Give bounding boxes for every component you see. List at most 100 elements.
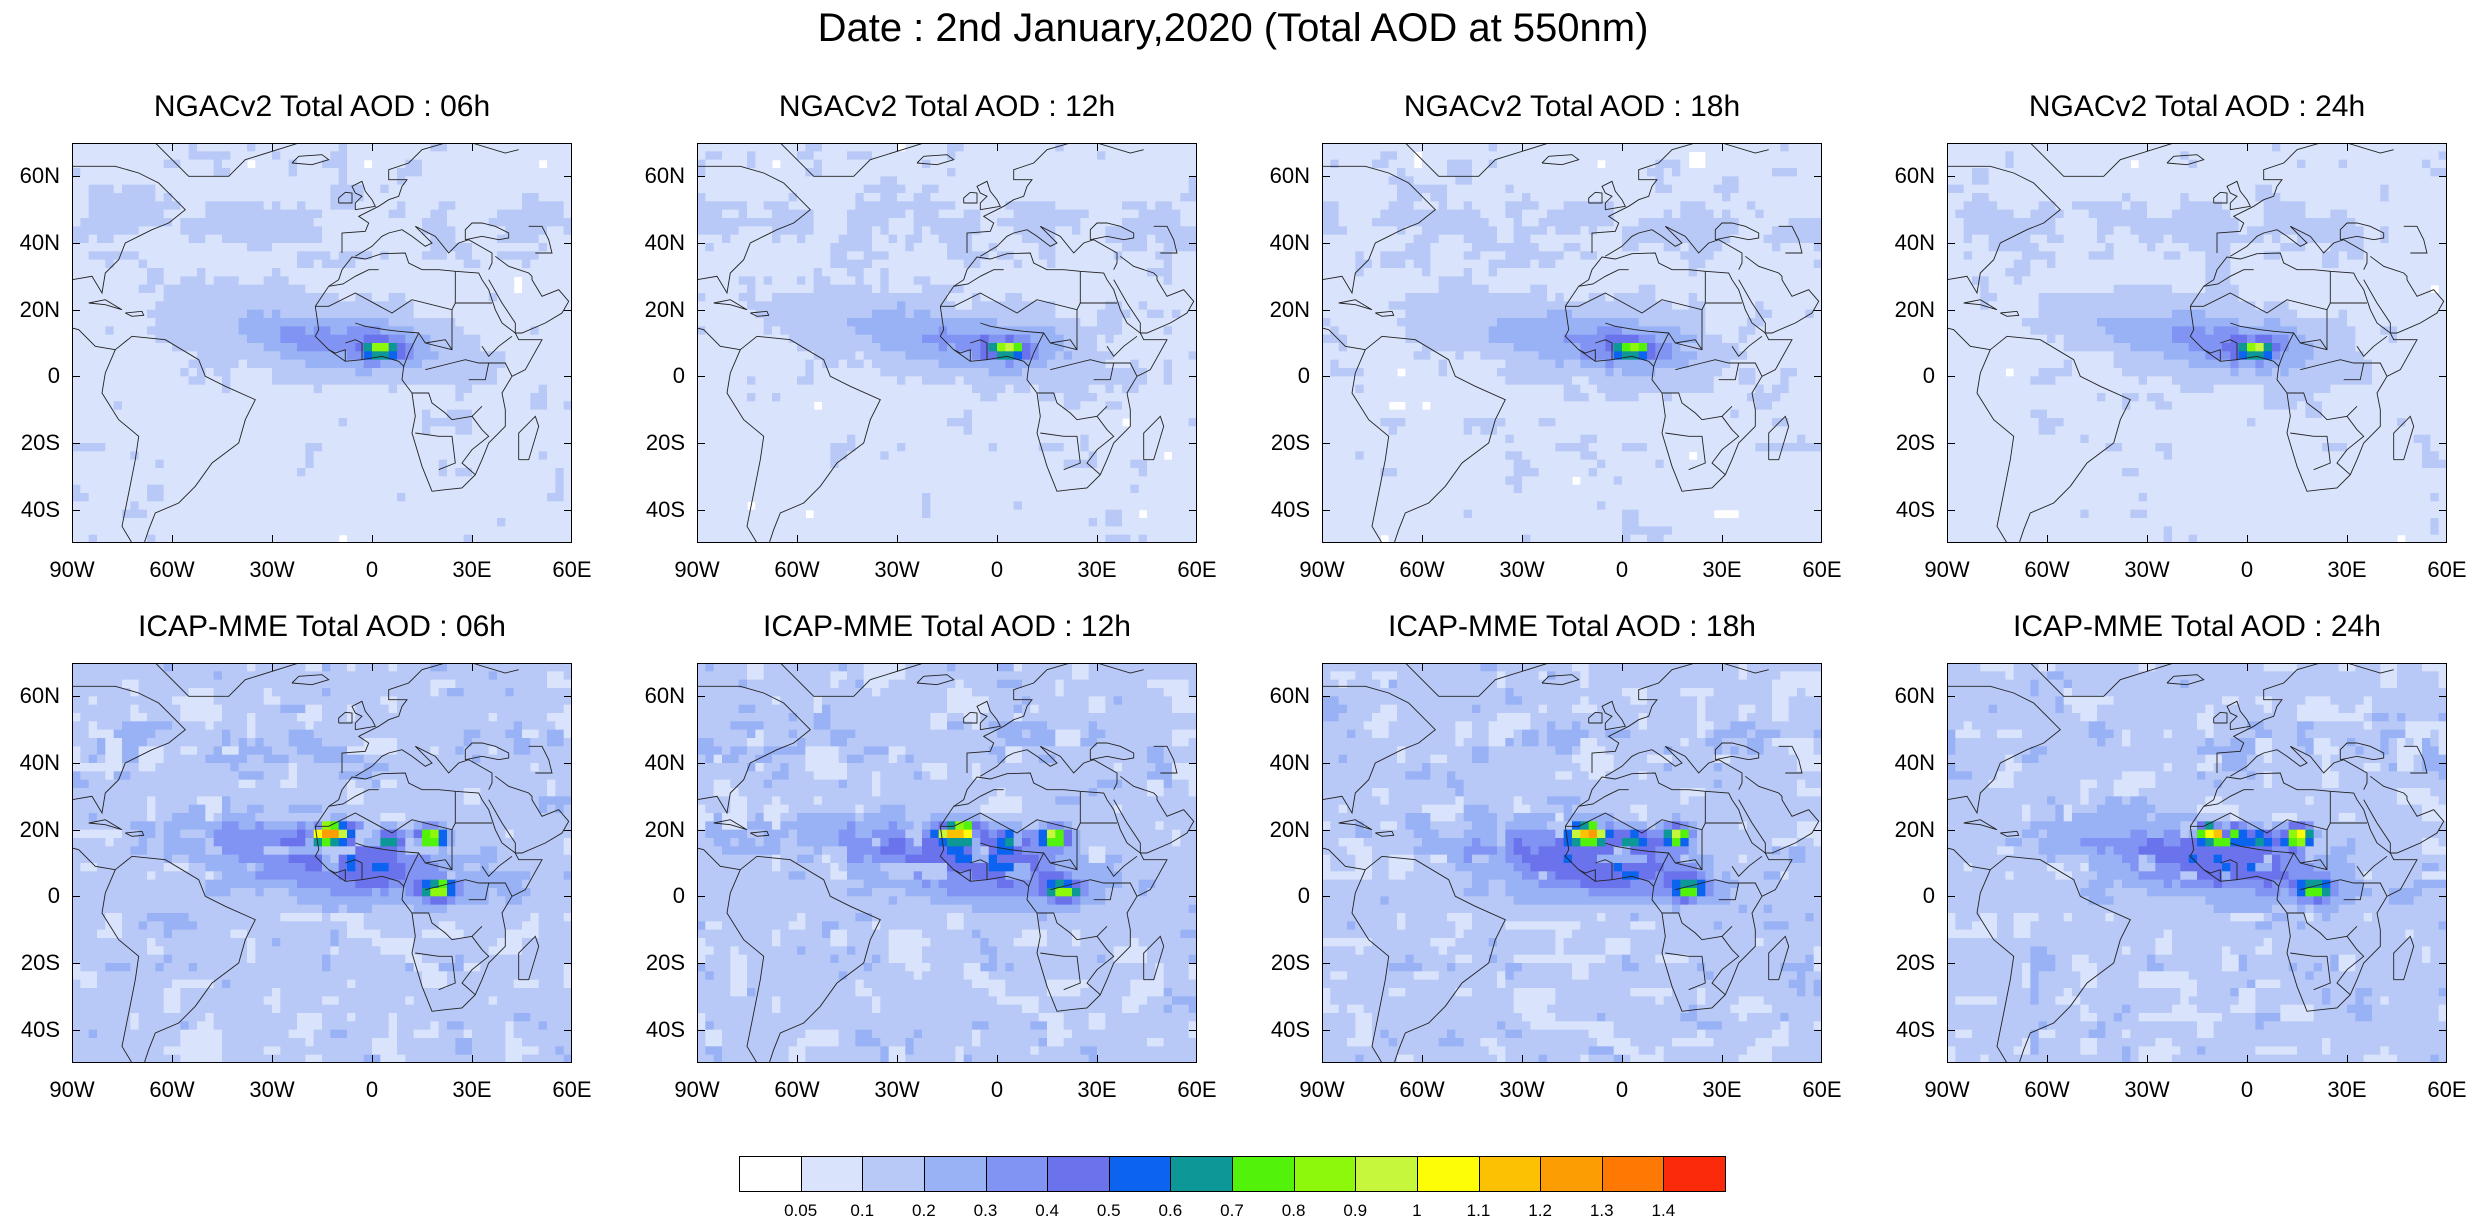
lon-tick: [472, 143, 473, 151]
coastline: [2363, 255, 2445, 334]
coastline: [1605, 322, 1669, 334]
latitude-label: 60N: [1250, 683, 1310, 709]
lon-tick: [472, 663, 473, 671]
colorbar-label: 0.3: [956, 1201, 1016, 1221]
lat-tick: [564, 829, 572, 831]
latitude-label: 20S: [0, 430, 60, 456]
lat-tick: [2439, 443, 2447, 444]
coastline: [1404, 143, 1550, 177]
longitude-label: 90W: [1282, 557, 1362, 583]
lat-tick: [72, 896, 80, 898]
coastline: [1595, 859, 1613, 880]
lon-tick: [1821, 1055, 1822, 1063]
longitude-label: 90W: [1282, 1077, 1362, 1103]
lon-tick: [571, 663, 572, 671]
map-panel: NGACv2 Total AOD : 24h 60N 40N 20N 0 20S 40S 90…: [1895, 90, 2466, 582]
longitude-label: 0: [2207, 557, 2287, 583]
lon-tick: [897, 535, 898, 543]
latitude-label: 40S: [0, 1017, 60, 1043]
lon-tick: [2247, 663, 2248, 671]
coastline: [1731, 335, 1763, 358]
lat-tick: [1322, 1029, 1330, 1031]
coastline: [980, 745, 1118, 790]
lat-tick: [564, 243, 572, 244]
colorbar-label: 0.1: [832, 1201, 892, 1221]
coastline: [1086, 936, 1115, 996]
longitude-label: 90W: [32, 1077, 112, 1103]
lat-tick: [697, 763, 705, 764]
panel-title: NGACv2 Total AOD : 06h: [32, 87, 612, 127]
coastline: [2403, 745, 2428, 774]
aod-map: [72, 663, 572, 1063]
latitude-label: 20N: [625, 297, 685, 323]
coastline: [939, 252, 1168, 492]
coastline: [940, 812, 1078, 887]
aod-field: [1322, 663, 1822, 1063]
colorbar-swatch: [1170, 1156, 1233, 1192]
lat-tick: [1947, 309, 1955, 311]
latitude-label: 60N: [625, 163, 685, 189]
colorbar-label: 1.1: [1449, 1201, 1509, 1221]
coastline: [1322, 165, 1436, 351]
coastline: [341, 663, 519, 773]
coastline: [481, 855, 513, 878]
colorbar-label: 0.05: [771, 1201, 831, 1221]
coastline: [2220, 339, 2238, 360]
lat-tick: [697, 1029, 705, 1031]
coastline: [2189, 252, 2418, 492]
lon-tick: [1821, 535, 1822, 543]
lon-tick: [1722, 663, 1723, 671]
coastline: [916, 674, 955, 686]
map-panel: NGACv2 Total AOD : 18h 60N 40N 20N 0 20S 40S 90…: [1270, 90, 1842, 582]
lat-tick: [1322, 896, 1330, 898]
colorbar-label: 0.8: [1264, 1201, 1324, 1221]
colorbar-label: 0.2: [894, 1201, 954, 1221]
lon-tick: [1722, 1055, 1723, 1063]
coastline: [1322, 685, 1436, 871]
lon-tick: [797, 535, 798, 543]
longitude-label: 30W: [2107, 1077, 2187, 1103]
coastline: [488, 775, 570, 854]
latitude-label: 20N: [0, 297, 60, 323]
colorbar-swatch: [862, 1156, 925, 1192]
coastline: [425, 859, 453, 870]
longitude-label: 30E: [2307, 557, 2387, 583]
latitude-label: 40N: [1250, 750, 1310, 776]
map-panel: ICAP-MME Total AOD : 06h 60N 40N 20N 0 20S 40S…: [20, 610, 592, 1102]
coastline: [966, 663, 1144, 773]
lat-tick: [1189, 763, 1197, 764]
longitude-label: 60W: [757, 557, 837, 583]
coastline: [1153, 745, 1178, 774]
lat-tick: [72, 763, 80, 764]
longitude-label: 0: [1582, 557, 1662, 583]
coastline: [1375, 830, 1395, 837]
lon-tick: [1097, 143, 1098, 151]
coastline: [1143, 935, 1165, 981]
latitude-label: 20N: [1250, 297, 1310, 323]
longitude-label: 60E: [532, 1077, 612, 1103]
lat-tick: [564, 963, 572, 964]
lon-tick: [797, 143, 798, 151]
map-panel: NGACv2 Total AOD : 06h 60N 40N 20N 0 20S 40S 90…: [20, 90, 592, 582]
lon-tick: [1097, 535, 1098, 543]
coastline: [415, 432, 456, 471]
coastline: [2213, 711, 2228, 724]
lat-tick: [1322, 309, 1330, 311]
colorbar-label: 0.9: [1325, 1201, 1385, 1221]
lon-tick: [272, 535, 273, 543]
latitude-label: 0: [625, 883, 685, 909]
coastline: [1601, 180, 1626, 211]
longitude-label: 90W: [657, 1077, 737, 1103]
lat-tick: [1189, 829, 1197, 831]
lat-tick: [697, 443, 705, 444]
lat-tick: [2439, 509, 2447, 511]
coastline: [1351, 855, 1506, 1063]
lon-tick: [1722, 535, 1723, 543]
coastline: [2216, 663, 2394, 773]
longitude-label: 30W: [857, 1077, 937, 1103]
lon-tick: [1522, 535, 1523, 543]
coastline: [976, 700, 1001, 731]
coastline: [2300, 339, 2328, 350]
aod-map: [1947, 143, 2447, 543]
lat-tick: [1814, 896, 1822, 898]
